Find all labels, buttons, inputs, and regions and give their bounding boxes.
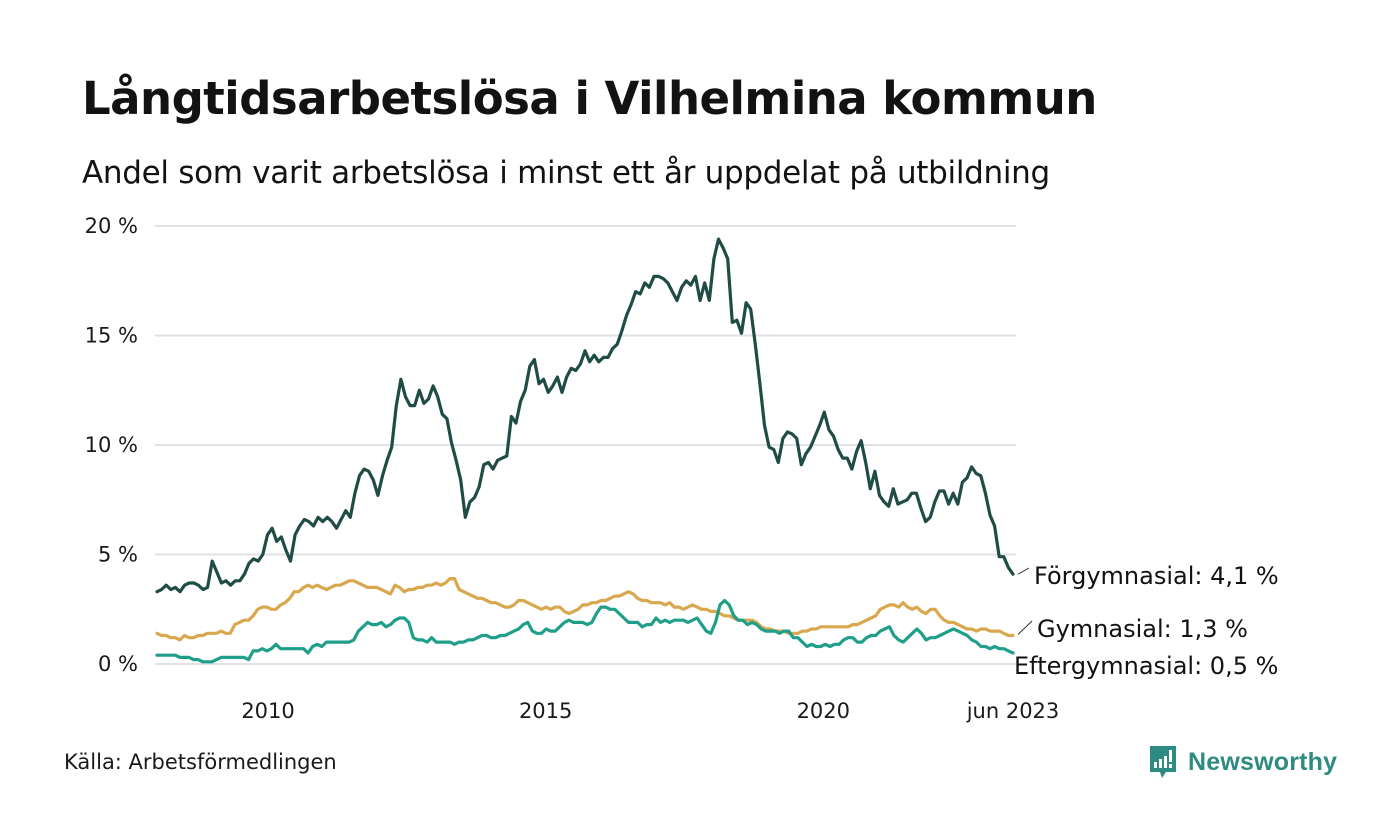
leader-line (1017, 620, 1033, 635)
x-axis: 2010 2015 2020 jun 2023 (241, 699, 1059, 723)
end-label-förgymnasial: Förgymnasial: 4,1 % (1034, 562, 1279, 590)
y-axis: 0 % 5 % 10 % 15 % 20 % (85, 214, 138, 676)
series-line-förgymnasial (155, 237, 1015, 594)
y-tick-label: 15 % (85, 324, 138, 348)
y-tick-label: 10 % (85, 433, 138, 457)
series-lines (155, 237, 1015, 664)
x-tick-label: 2020 (797, 699, 850, 723)
series-line-eftergymnasial (155, 598, 1015, 664)
newsworthy-logo: Newsworthy (1148, 744, 1337, 780)
leader-line (1017, 567, 1030, 575)
x-tick-label: 2015 (519, 699, 572, 723)
end-label-eftergymnasial: Eftergymnasial: 0,5 % (1014, 652, 1278, 680)
y-tick-label: 20 % (85, 214, 138, 238)
gridlines (155, 225, 1016, 665)
x-tick-label: 2010 (241, 699, 294, 723)
x-tick-label: jun 2023 (966, 699, 1060, 723)
y-tick-label: 0 % (98, 652, 138, 676)
chart-subtitle: Andel som varit arbetslösa i minst ett å… (82, 155, 1050, 191)
chart-title: Långtidsarbetslösa i Vilhelmina kommun (82, 72, 1097, 125)
brand-name: Newsworthy (1188, 747, 1338, 776)
source-note: Källa: Arbetsförmedlingen (64, 750, 337, 774)
end-label-gymnasial: Gymnasial: 1,3 % (1037, 615, 1248, 643)
series-line-gymnasial (155, 576, 1015, 642)
bar-chart-speech-bubble-icon (1150, 746, 1176, 778)
series-end-labels: Förgymnasial: 4,1 % Gymnasial: 1,3 % Efter… (1014, 562, 1279, 680)
y-tick-label: 5 % (98, 543, 138, 567)
